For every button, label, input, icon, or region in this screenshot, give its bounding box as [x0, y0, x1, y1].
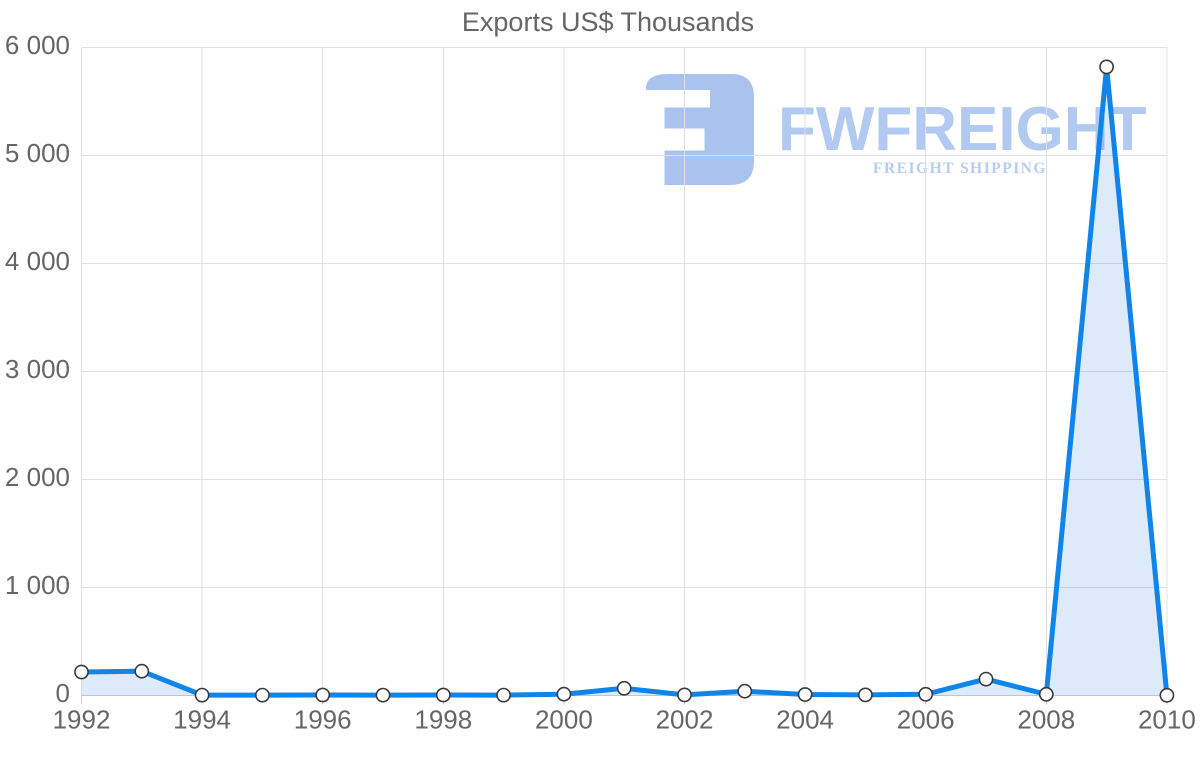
svg-text:2010: 2010 [1138, 705, 1196, 735]
svg-text:2004: 2004 [776, 705, 834, 735]
svg-text:Exports US$ Thousands: Exports US$ Thousands [462, 7, 754, 37]
svg-text:FREIGHT SHIPPING: FREIGHT SHIPPING [873, 160, 1047, 177]
svg-text:2008: 2008 [1017, 705, 1075, 735]
svg-text:1998: 1998 [414, 705, 472, 735]
svg-text:5 000: 5 000 [5, 138, 70, 168]
svg-text:1996: 1996 [294, 705, 352, 735]
svg-text:1994: 1994 [173, 705, 231, 735]
svg-text:FWFREIGHT: FWFREIGHT [778, 95, 1147, 164]
svg-text:0: 0 [56, 678, 70, 708]
svg-text:2002: 2002 [656, 705, 714, 735]
svg-text:6 000: 6 000 [5, 30, 70, 60]
svg-text:1992: 1992 [53, 705, 111, 735]
svg-text:2 000: 2 000 [5, 462, 70, 492]
svg-text:2006: 2006 [897, 705, 955, 735]
svg-text:1 000: 1 000 [5, 570, 70, 600]
svg-text:3 000: 3 000 [5, 354, 70, 384]
svg-text:2000: 2000 [535, 705, 593, 735]
svg-text:4 000: 4 000 [5, 246, 70, 276]
